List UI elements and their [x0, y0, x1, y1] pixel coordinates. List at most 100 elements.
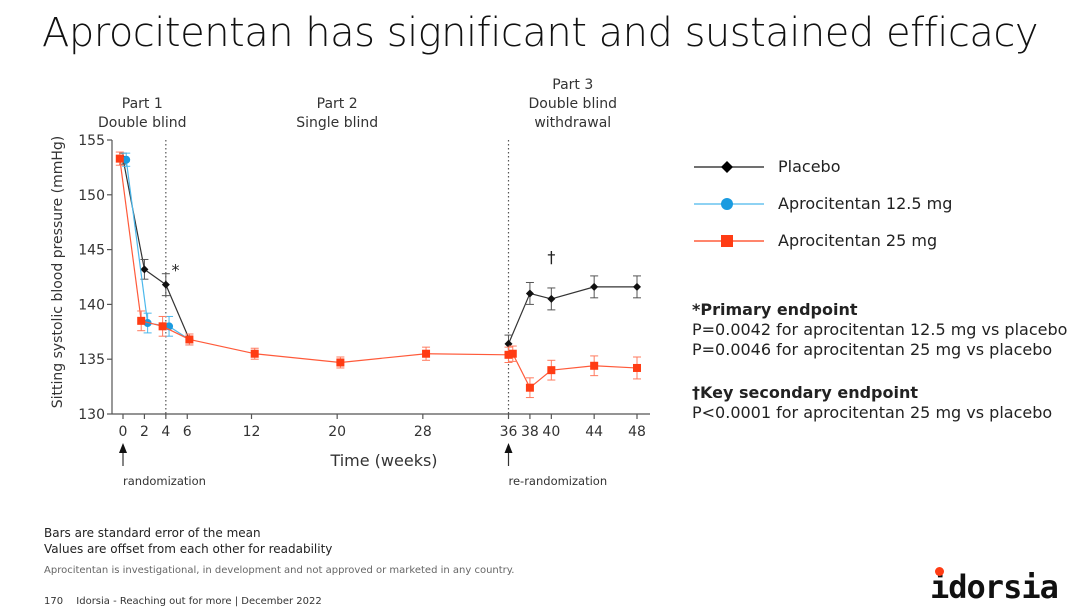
data-point-diamond: [525, 289, 534, 298]
footnote: Values are offset from each other for re…: [44, 542, 333, 556]
series-line-segment: [551, 365, 595, 371]
x-tick-label: 4: [161, 424, 170, 440]
x-tick-label: 40: [542, 424, 560, 440]
data-point-diamond: [161, 280, 170, 289]
data-point-diamond: [590, 282, 599, 291]
data-point-diamond: [547, 294, 556, 303]
x-tick-label: 0: [119, 424, 128, 440]
data-point-diamond: [633, 282, 641, 291]
logo-dot-icon: [935, 567, 944, 576]
data-point-square: [525, 383, 534, 392]
data-point-square: [158, 322, 167, 331]
series-aprocitentan-12-5-mg: [122, 152, 194, 346]
legend-item-aprocitentan-12-5: Aprocitentan 12.5 mg: [694, 185, 952, 222]
phase-label: Part 1: [122, 96, 163, 112]
x-tick-label: 28: [414, 424, 432, 440]
series-placebo: [119, 152, 641, 355]
disclaimer: Aprocitentan is investigational, in deve…: [44, 565, 515, 576]
x-tick-label: 48: [628, 424, 646, 440]
phase-label: Single blind: [296, 115, 378, 131]
data-point-square: [590, 361, 599, 370]
data-point-square: [547, 366, 556, 375]
annotations: *†: [171, 247, 555, 279]
legend-item-placebo: Placebo: [694, 148, 952, 185]
primary-endpoint-heading: *Primary endpoint: [692, 300, 858, 319]
phase-label: Double blind: [529, 96, 617, 112]
series-line-segment: [119, 158, 142, 321]
series-line-segment: [165, 284, 190, 340]
slide-title: Aprocitentan has significant and sustain…: [42, 10, 1039, 56]
page-number: 170: [44, 596, 64, 607]
y-tick-label: 140: [78, 297, 105, 313]
data-point-circle: [122, 155, 131, 164]
x-tick-label: 12: [243, 424, 261, 440]
footnote: Bars are standard error of the mean: [44, 526, 261, 540]
axes: 130 135 140 145 150 155 0 2 4 6 12 20 28 36 38 40 44 48 ra…: [78, 133, 650, 488]
legend-label: Placebo: [778, 157, 841, 176]
y-tick-label: 150: [78, 188, 105, 204]
data-point-square: [137, 316, 146, 325]
footer-text: Idorsia - Reaching out for more | Decemb…: [76, 596, 322, 607]
data-point-diamond: [140, 265, 149, 274]
square-marker-icon: [694, 234, 764, 247]
significance-annotation: †: [547, 247, 555, 266]
data-point-square: [508, 349, 517, 358]
series-line-segment: [426, 353, 509, 356]
diamond-marker-icon: [694, 160, 764, 173]
primary-endpoint-line: P=0.0042 for aprocitentan 12.5 mg vs pla…: [692, 320, 1068, 339]
data-point-square: [115, 154, 124, 163]
circle-marker-icon: [694, 197, 764, 210]
y-tick-label: 155: [78, 133, 105, 149]
arrow-label: randomization: [123, 474, 206, 488]
idorsia-logo: idorsia: [930, 568, 1059, 606]
x-tick-label: 6: [183, 424, 192, 440]
chart-footnotes: Bars are standard error of the mean Valu…: [44, 525, 332, 557]
legend-label: Aprocitentan 12.5 mg: [778, 194, 953, 213]
series-line-segment: [340, 353, 427, 364]
series-line-segment: [189, 338, 255, 355]
x-tick-label: 20: [328, 424, 346, 440]
x-tick-label: 44: [585, 424, 603, 440]
y-tick-label: 130: [78, 407, 105, 423]
phase-labels: Part 1 Double blind Part 2 Single blind Part…: [98, 77, 617, 131]
series-line-segment: [551, 286, 595, 300]
series-line-segment: [529, 292, 552, 300]
phase-label: Double blind: [98, 115, 186, 131]
series-group: [115, 151, 641, 399]
legend-label: Aprocitentan 25 mg: [778, 231, 938, 250]
x-tick-label: 38: [521, 424, 539, 440]
data-point-square: [422, 349, 431, 358]
y-tick-label: 135: [78, 352, 105, 368]
x-tick-label: 2: [140, 424, 149, 440]
y-axis-label: Sitting systolic blood pressure (mmHg): [50, 136, 66, 409]
series-aprocitentan-25-mg: [115, 151, 641, 399]
primary-endpoint-line: P=0.0046 for aprocitentan 25 mg vs place…: [692, 340, 1053, 359]
phase-label: Part 3: [552, 77, 593, 93]
data-point-square: [185, 335, 194, 344]
data-point-square: [504, 350, 513, 359]
phase-label: Part 2: [317, 96, 358, 112]
chart-legend: Placebo Aprocitentan 12.5 mg Aprocitenta…: [694, 148, 952, 259]
x-tick-label: 36: [500, 424, 518, 440]
data-point-square: [633, 363, 641, 372]
series-line-segment: [507, 293, 531, 345]
series-line-segment: [254, 353, 341, 364]
arrow-label: re-randomization: [509, 474, 608, 488]
series-line-segment: [512, 353, 531, 388]
series-line-segment: [594, 365, 638, 369]
arrow-up-icon: [119, 443, 127, 453]
legend-item-aprocitentan-25: Aprocitentan 25 mg: [694, 222, 952, 259]
endpoint-notes: *Primary endpoint P=0.0042 for aprociten…: [692, 300, 1067, 423]
arrow-up-icon: [504, 443, 513, 453]
data-point-square: [336, 358, 345, 367]
secondary-endpoint-line: P<0.0001 for aprocitentan 25 mg vs place…: [692, 403, 1053, 422]
significance-annotation: *: [171, 260, 179, 279]
x-axis-label: Time (weeks): [329, 451, 437, 470]
data-point-square: [250, 349, 259, 358]
y-tick-label: 145: [78, 243, 105, 259]
phase-dividers: [165, 140, 510, 414]
phase-label: withdrawal: [534, 115, 611, 131]
series-line-segment: [144, 268, 167, 286]
series-line-segment: [162, 325, 190, 341]
